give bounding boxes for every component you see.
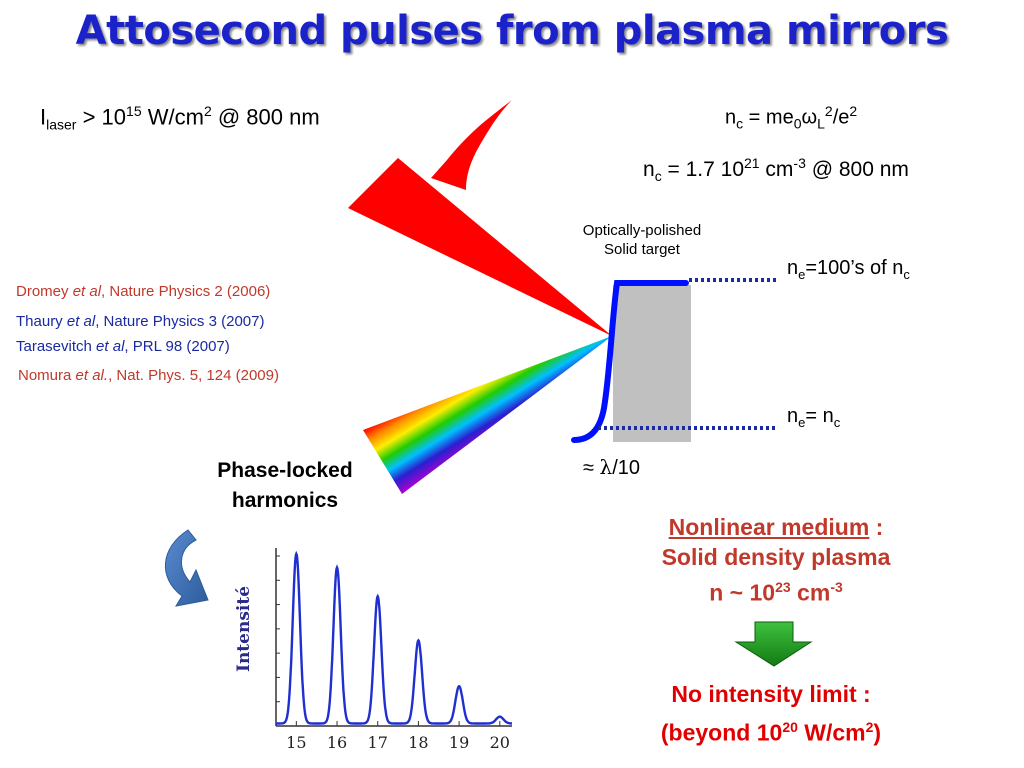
chart-ylabel: Intensité [234,585,254,672]
solid-target [613,285,691,442]
scale-length-label: ≈ λ/10 [583,455,641,479]
x-tick-label: 18 [408,733,428,752]
density-label-bottom: ne= nc [787,405,841,430]
curved-arrow-icon [165,529,209,607]
x-tick-label: 20 [490,733,510,752]
harmonics-beam [363,336,612,494]
no-intensity-limit-block: No intensity limit : (beyond 1020 W/cm2) [660,681,882,746]
x-tick-label: 17 [368,733,388,752]
down-arrow-icon [734,621,813,667]
critical-density-value: nc = 1.7 1021 cm-3 @ 800 nm [643,155,909,185]
target-label: Optically-polished Solid target [582,222,702,258]
density-profile [571,280,689,443]
nonlinear-medium-block: Nonlinear medium : Solid density plasma … [661,514,891,606]
x-tick-label: 19 [449,733,469,752]
reference-nomura: Nomura et al., Nat. Phys. 5, 124 (2009) [18,367,279,384]
spectrum-chart: 15 16 17 18 19 20 [275,548,512,752]
phase-locked-label: Phase-locked harmonics [217,459,353,512]
critical-density-formula: nc = me0ωL2/e2 [725,103,858,132]
density-label-top: ne=100’s of nc [787,257,910,282]
slide-title: Attosecond pulses from plasma mirrors [75,8,949,54]
reference-thaury: Thaury et al, Nature Physics 3 (2007) [16,313,265,330]
laser-beam [348,158,612,336]
laser-intensity: Ilaser > 1015 W/cm2 @ 800 nm [40,103,320,133]
x-tick-label: 15 [286,733,306,752]
laser-pulse [431,100,512,190]
spectrum-line [276,550,512,725]
reference-dromey: Dromey et al, Nature Physics 2 (2006) [16,283,271,300]
reference-tarasevitch: Tarasevitch et al, PRL 98 (2007) [16,338,230,355]
x-tick-label: 16 [327,733,347,752]
